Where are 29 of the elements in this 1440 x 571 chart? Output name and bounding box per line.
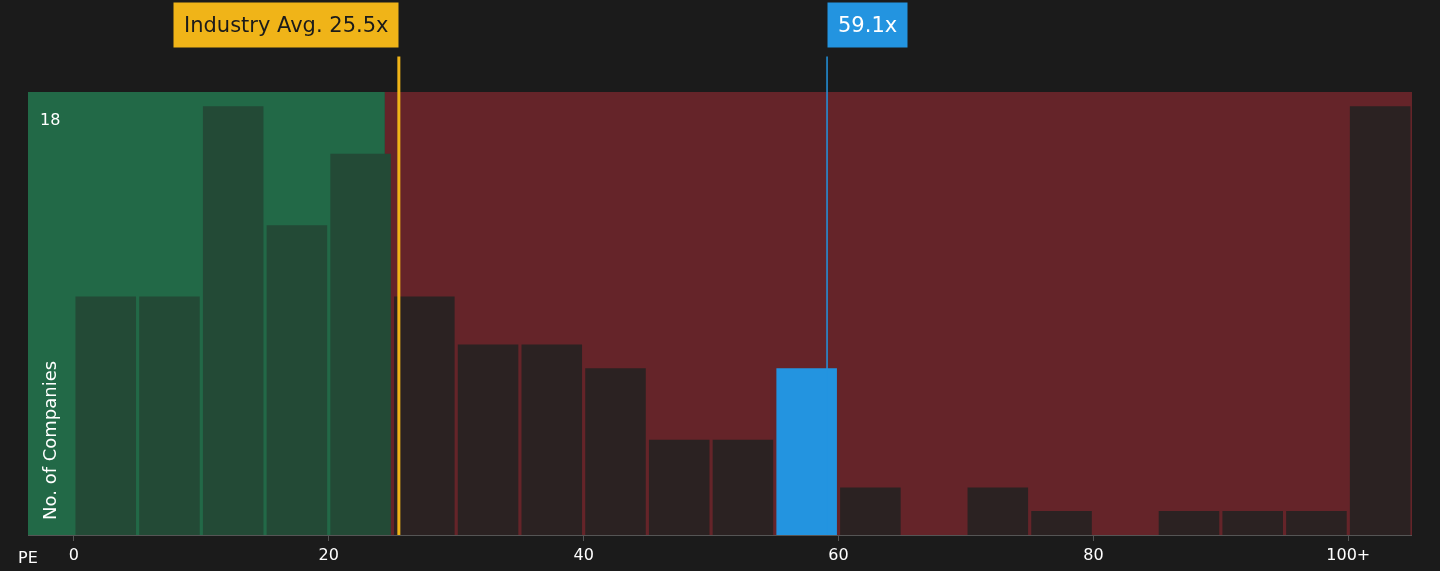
annotation: 18	[40, 110, 61, 129]
bar	[1349, 106, 1411, 535]
ref-line-label: 59.1x	[838, 13, 898, 37]
bar	[648, 439, 710, 535]
bar	[1222, 510, 1283, 535]
bar	[139, 296, 200, 535]
bar	[1286, 510, 1347, 535]
bar	[1031, 510, 1092, 535]
x-tick-label: 60	[828, 545, 849, 565]
bar	[202, 106, 264, 535]
bar	[585, 368, 646, 535]
bar	[394, 296, 455, 535]
bar	[266, 225, 328, 535]
bar	[75, 296, 137, 535]
x-tick-label: 0	[68, 545, 79, 565]
x-tick-label: 40	[573, 545, 594, 565]
bar	[457, 344, 519, 535]
x-tick-label: 100+	[1326, 545, 1371, 565]
ref-line-label: Industry Avg. 25.5x	[184, 13, 389, 37]
x-axis-title: PE	[18, 548, 38, 567]
y-axis-title: No. of Companies	[38, 360, 60, 520]
x-tick-label: 20	[318, 545, 339, 565]
bar	[521, 344, 583, 535]
bar	[967, 487, 1029, 535]
bar	[1158, 510, 1220, 535]
x-tick-label: 80	[1083, 545, 1104, 565]
bar	[840, 487, 901, 535]
bar	[712, 439, 774, 535]
bar	[330, 153, 391, 535]
